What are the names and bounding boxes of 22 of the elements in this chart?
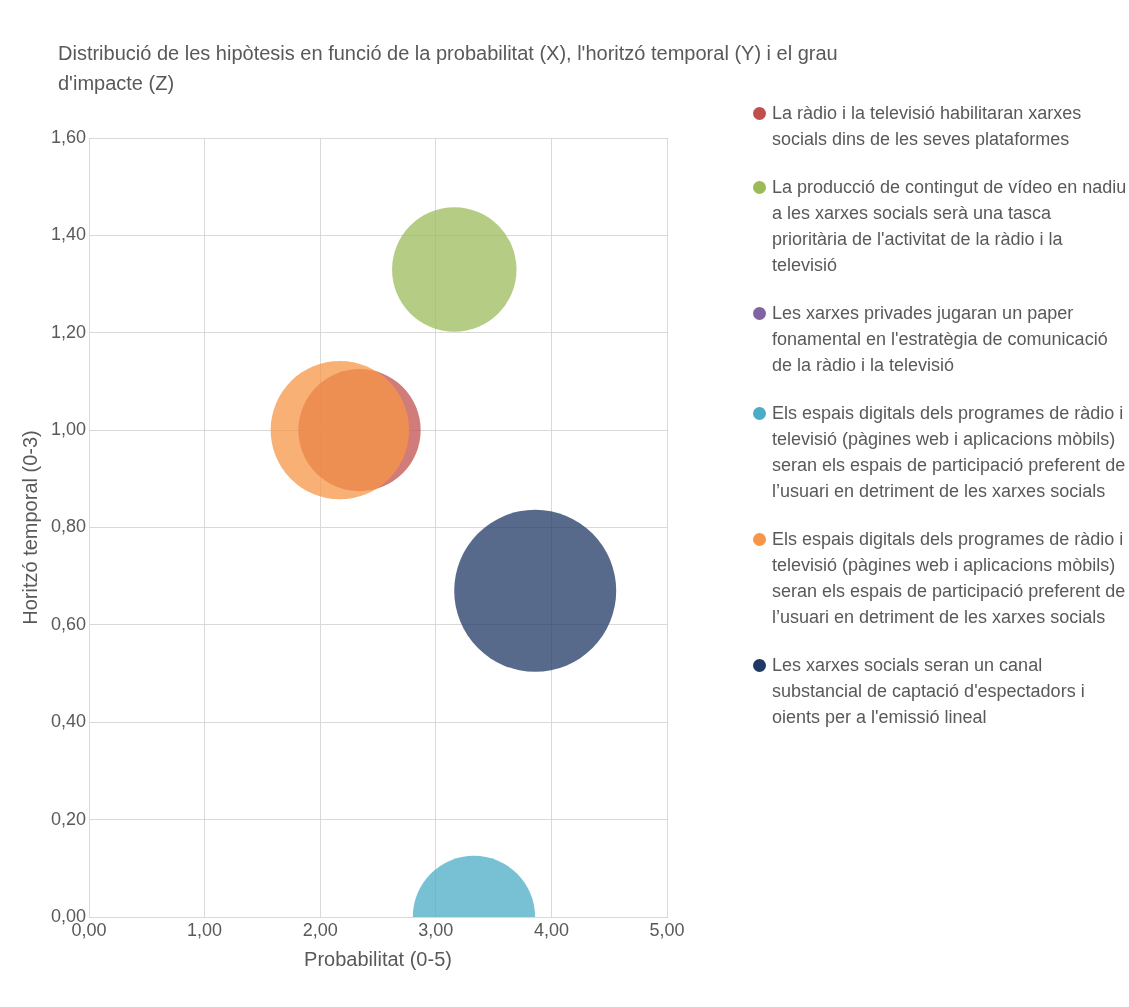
y-tick-label: 0,60 xyxy=(50,613,86,634)
y-tick-label: 1,00 xyxy=(50,419,86,440)
legend-label: La producció de contingut de vídeo en nadiu a les xarxes socials serà una tasca prioritària de l'activitat de la ràdio i la televisió xyxy=(772,176,1128,277)
legend-label: Els espais digitals dels programes de ràdio i televisió (pàgines web i aplicacions mòbils) seran els espais de participació preferent de l’usuari en detriment de les xarxes socials xyxy=(772,402,1127,503)
legend-label: Les xarxes privades jugaran un paper fonamental en l'estratègia de comunicació de la ràdio i la televisió xyxy=(772,302,1109,377)
x-tick-label: 4,00 xyxy=(533,919,569,940)
y-tick-label: 0,80 xyxy=(50,516,86,537)
x-tick-label: 1,00 xyxy=(187,919,223,940)
y-axis-title: Horitzó temporal (0-3) xyxy=(19,430,42,625)
legend-label: La ràdio i la televisió habilitaran xarxes socials dins de les seves plataformes xyxy=(772,102,1083,151)
y-tick-label: 0,40 xyxy=(50,711,86,732)
x-axis-title: Probabilitat (0-5) xyxy=(304,948,452,971)
legend-label: Les xarxes socials seran un canal substancial de captació d'espectadors i oients per a l'emissió lineal xyxy=(772,654,1086,729)
chart-title: Distribució de les hipòtesis en funció de la probabilitat (X), l'horitzó temporal (Y) i el grau d'impacte (Z) xyxy=(58,41,839,96)
y-tick-label: 1,20 xyxy=(50,321,86,342)
y-tick-label: 1,60 xyxy=(50,126,86,147)
y-tick-label: 1,40 xyxy=(50,224,86,245)
x-tick-label: 3,00 xyxy=(418,919,454,940)
y-tick-label: 0,20 xyxy=(50,808,86,829)
x-tick-label: 5,00 xyxy=(649,919,685,940)
legend-label: Els espais digitals dels programes de ràdio i televisió (pàgines web i aplicacions mòbils) seran els espais de participació preferent de l’usuari en detriment de les xarxes socials xyxy=(772,528,1127,629)
x-tick-label: 2,00 xyxy=(302,919,338,940)
